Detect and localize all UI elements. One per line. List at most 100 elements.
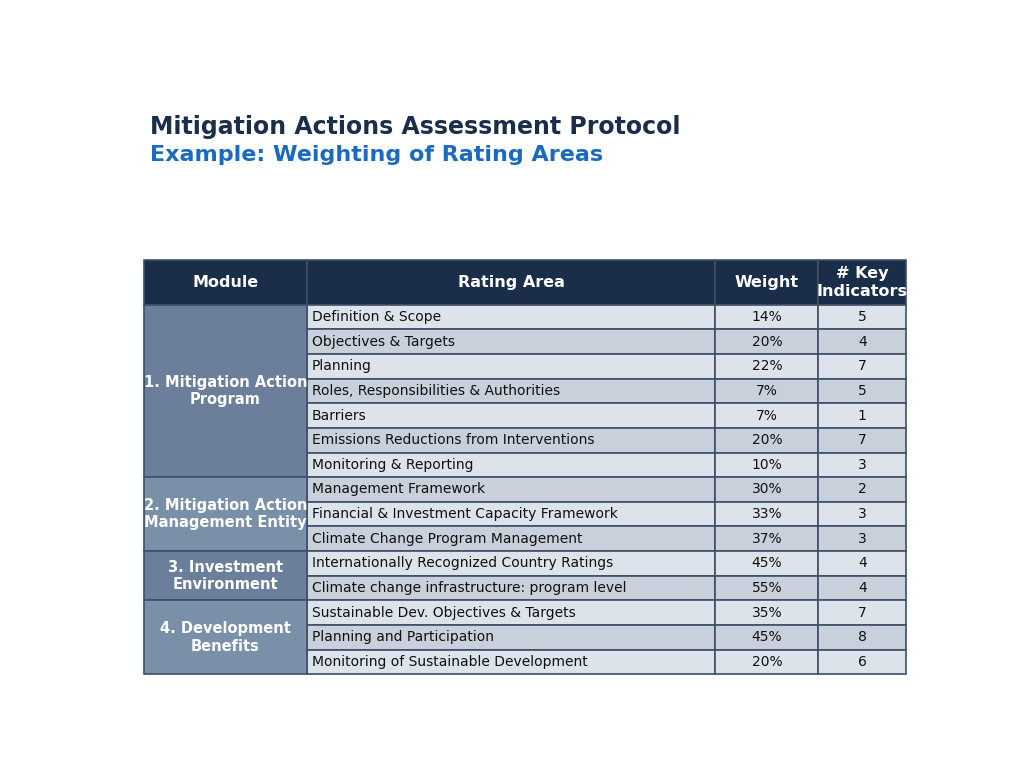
Text: 55%: 55% bbox=[752, 581, 782, 595]
Bar bbox=[716, 354, 818, 379]
Bar bbox=[716, 502, 818, 526]
Bar bbox=[307, 601, 716, 625]
Text: 3: 3 bbox=[858, 531, 866, 546]
Bar bbox=[716, 260, 818, 305]
Text: # Key
Indicators: # Key Indicators bbox=[817, 266, 907, 299]
Text: 3. Investment
Environment: 3. Investment Environment bbox=[168, 560, 283, 592]
Bar bbox=[716, 601, 818, 625]
Bar bbox=[716, 625, 818, 650]
Text: 22%: 22% bbox=[752, 359, 782, 373]
Bar bbox=[818, 477, 906, 502]
Text: Example: Weighting of Rating Areas: Example: Weighting of Rating Areas bbox=[150, 144, 603, 164]
Bar bbox=[716, 329, 818, 354]
Text: 1: 1 bbox=[858, 409, 866, 422]
Bar bbox=[143, 477, 307, 551]
Bar bbox=[716, 576, 818, 601]
Text: 10%: 10% bbox=[752, 458, 782, 472]
Text: Financial & Investment Capacity Framework: Financial & Investment Capacity Framewor… bbox=[312, 507, 618, 521]
Bar bbox=[818, 601, 906, 625]
Text: 37%: 37% bbox=[752, 531, 782, 546]
Bar bbox=[818, 625, 906, 650]
Bar bbox=[307, 329, 716, 354]
Bar bbox=[716, 526, 818, 551]
Bar bbox=[307, 625, 716, 650]
Bar bbox=[307, 354, 716, 379]
Bar bbox=[716, 551, 818, 576]
Text: 30%: 30% bbox=[752, 482, 782, 496]
Text: 20%: 20% bbox=[752, 335, 782, 349]
Text: 35%: 35% bbox=[752, 606, 782, 620]
Text: Weight: Weight bbox=[735, 275, 799, 290]
Bar bbox=[307, 576, 716, 601]
Text: Barriers: Barriers bbox=[312, 409, 367, 422]
Text: 7: 7 bbox=[858, 433, 866, 447]
Text: 20%: 20% bbox=[752, 655, 782, 669]
Bar bbox=[716, 650, 818, 674]
Text: 45%: 45% bbox=[752, 631, 782, 644]
Text: 8: 8 bbox=[858, 631, 866, 644]
Text: Management Framework: Management Framework bbox=[312, 482, 485, 496]
Bar bbox=[307, 551, 716, 576]
Text: 4: 4 bbox=[858, 335, 866, 349]
Text: 2: 2 bbox=[858, 482, 866, 496]
Bar bbox=[818, 379, 906, 403]
Text: 4: 4 bbox=[858, 556, 866, 571]
Bar bbox=[818, 354, 906, 379]
Bar bbox=[716, 305, 818, 329]
Bar bbox=[716, 477, 818, 502]
Text: Monitoring of Sustainable Development: Monitoring of Sustainable Development bbox=[312, 655, 588, 669]
Bar bbox=[307, 305, 716, 329]
Bar bbox=[716, 428, 818, 452]
Bar bbox=[818, 329, 906, 354]
Bar bbox=[818, 452, 906, 477]
Text: 4: 4 bbox=[858, 581, 866, 595]
Text: 20%: 20% bbox=[752, 433, 782, 447]
Bar bbox=[716, 403, 818, 428]
Text: 5: 5 bbox=[858, 310, 866, 324]
Bar bbox=[307, 379, 716, 403]
Bar bbox=[143, 305, 307, 477]
Text: Module: Module bbox=[193, 275, 259, 290]
Bar bbox=[307, 526, 716, 551]
Text: 5: 5 bbox=[858, 384, 866, 398]
Bar bbox=[818, 428, 906, 452]
Text: Sustainable Dev. Objectives & Targets: Sustainable Dev. Objectives & Targets bbox=[312, 606, 575, 620]
Bar bbox=[818, 576, 906, 601]
Text: 45%: 45% bbox=[752, 556, 782, 571]
Bar bbox=[143, 260, 307, 305]
Text: 2. Mitigation Action
Management Entity: 2. Mitigation Action Management Entity bbox=[143, 498, 307, 531]
Text: 7%: 7% bbox=[756, 409, 778, 422]
Text: 3: 3 bbox=[858, 458, 866, 472]
Bar bbox=[307, 403, 716, 428]
Text: Planning: Planning bbox=[312, 359, 372, 373]
Bar bbox=[818, 403, 906, 428]
Bar bbox=[818, 502, 906, 526]
Bar bbox=[307, 650, 716, 674]
Bar bbox=[716, 379, 818, 403]
Text: Roles, Responsibilities & Authorities: Roles, Responsibilities & Authorities bbox=[312, 384, 560, 398]
Bar bbox=[307, 477, 716, 502]
Text: 7: 7 bbox=[858, 359, 866, 373]
Text: Monitoring & Reporting: Monitoring & Reporting bbox=[312, 458, 474, 472]
Bar bbox=[818, 526, 906, 551]
Bar bbox=[307, 502, 716, 526]
Text: Objectives & Targets: Objectives & Targets bbox=[312, 335, 455, 349]
Text: Emissions Reductions from Interventions: Emissions Reductions from Interventions bbox=[312, 433, 595, 447]
Text: 7: 7 bbox=[858, 606, 866, 620]
Text: Planning and Participation: Planning and Participation bbox=[312, 631, 495, 644]
Bar bbox=[307, 452, 716, 477]
Text: 33%: 33% bbox=[752, 507, 782, 521]
Text: Internationally Recognized Country Ratings: Internationally Recognized Country Ratin… bbox=[312, 556, 613, 571]
Bar bbox=[307, 260, 716, 305]
Bar bbox=[307, 428, 716, 452]
Text: Rating Area: Rating Area bbox=[458, 275, 565, 290]
Text: 14%: 14% bbox=[752, 310, 782, 324]
Text: 7%: 7% bbox=[756, 384, 778, 398]
Text: Climate Change Program Management: Climate Change Program Management bbox=[312, 531, 583, 546]
Text: 6: 6 bbox=[858, 655, 866, 669]
Text: 4. Development
Benefits: 4. Development Benefits bbox=[160, 621, 291, 654]
Bar bbox=[143, 601, 307, 674]
Bar bbox=[818, 650, 906, 674]
Bar bbox=[818, 551, 906, 576]
Text: Mitigation Actions Assessment Protocol: Mitigation Actions Assessment Protocol bbox=[150, 115, 680, 139]
